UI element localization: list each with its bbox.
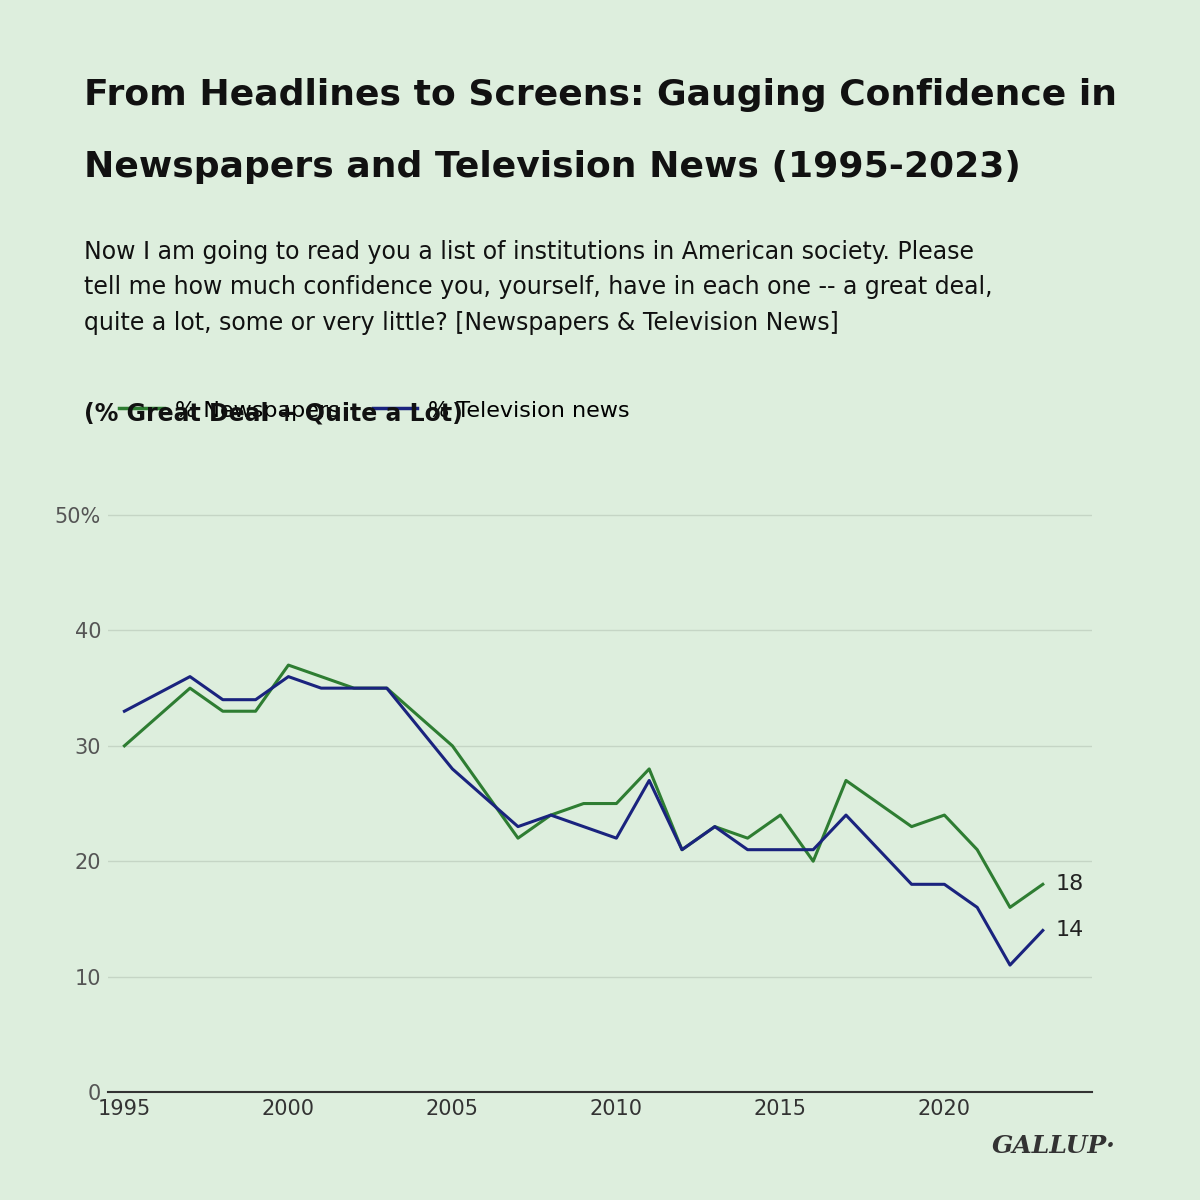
Text: (% Great Deal + Quite a Lot): (% Great Deal + Quite a Lot): [84, 402, 463, 426]
Text: Now I am going to read you a list of institutions in American society. Please
te: Now I am going to read you a list of ins…: [84, 240, 992, 335]
Legend: % Newspapers, % Television news: % Newspapers, % Television news: [119, 400, 630, 421]
Text: From Headlines to Screens: Gauging Confidence in: From Headlines to Screens: Gauging Confi…: [84, 78, 1117, 112]
Text: 18: 18: [1056, 875, 1084, 894]
Text: GALLUP·: GALLUP·: [992, 1134, 1116, 1158]
Text: 14: 14: [1056, 920, 1084, 941]
Text: Newspapers and Television News (1995-2023): Newspapers and Television News (1995-202…: [84, 150, 1021, 184]
